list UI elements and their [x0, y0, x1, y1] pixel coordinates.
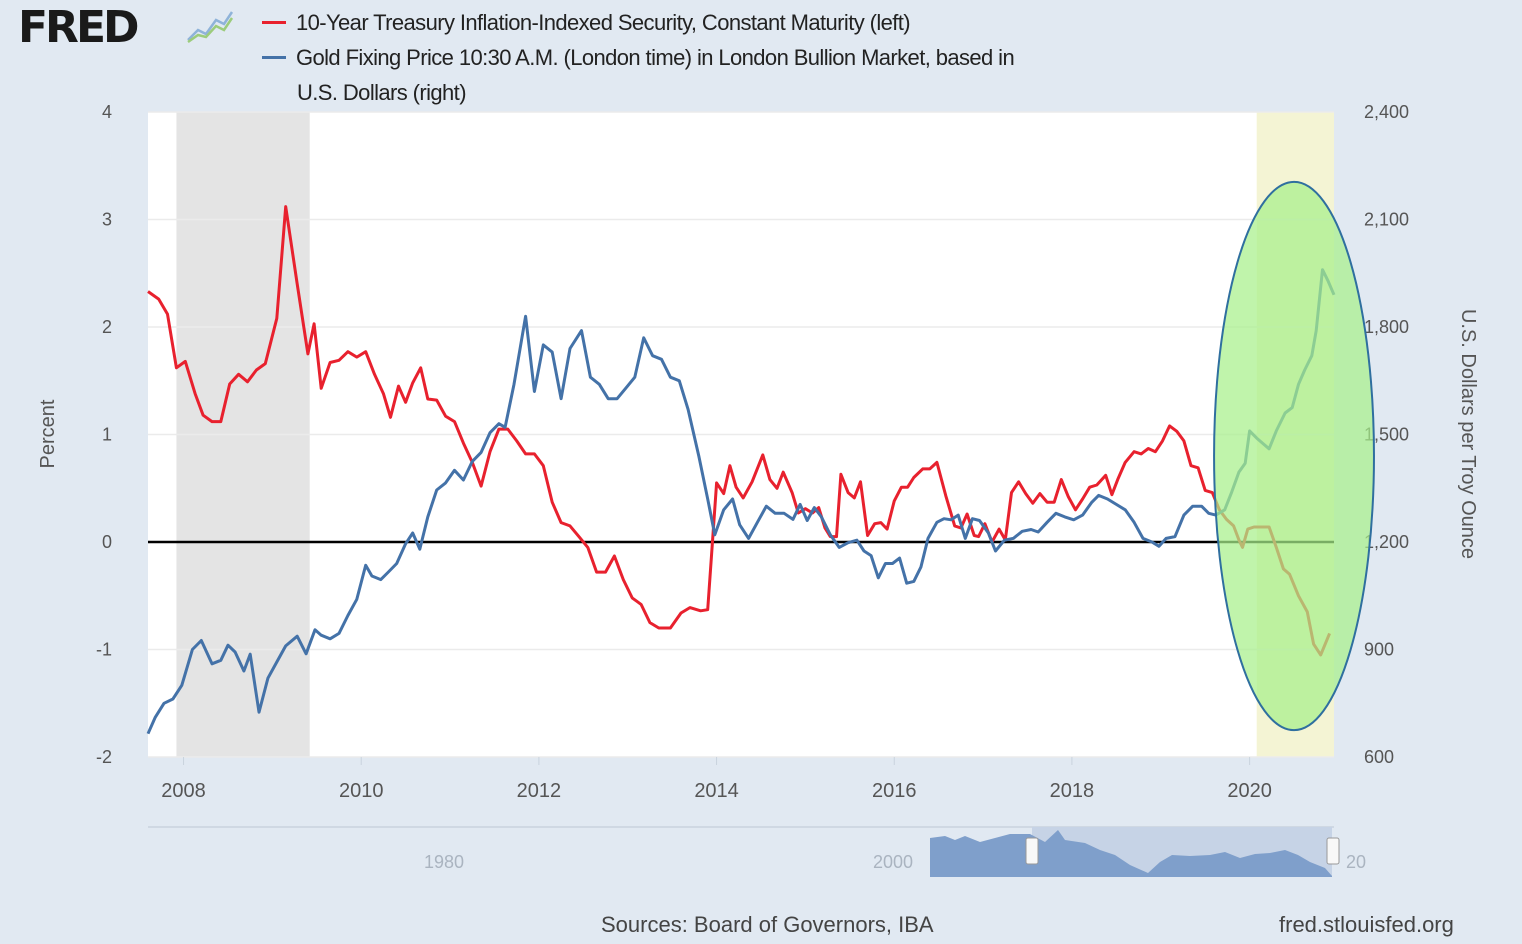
y-tick-label-left: -2 [96, 747, 112, 767]
navigator-label: 20 [1346, 852, 1366, 872]
y-tick-label-left: 3 [102, 210, 112, 230]
navigator-label: 1980 [424, 852, 464, 872]
legend-item-tips[interactable]: 10-Year Treasury Inflation-Indexed Secur… [262, 10, 911, 36]
x-tick-label: 2016 [872, 780, 917, 802]
legend-label-gold: Gold Fixing Price 10:30 A.M. (London tim… [296, 45, 1015, 70]
fred-logo[interactable]: FRED [18, 2, 140, 53]
legend-label-gold-cont: U.S. Dollars (right) [297, 80, 467, 105]
legend-item-gold[interactable]: Gold Fixing Price 10:30 A.M. (London tim… [262, 45, 1015, 71]
y-tick-label-right: 2,100 [1364, 210, 1409, 230]
navigator-right-handle[interactable] [1326, 837, 1340, 865]
x-tick-label: 2008 [161, 780, 206, 802]
y-tick-label-left: -1 [96, 640, 112, 660]
legend-label-tips: 10-Year Treasury Inflation-Indexed Secur… [296, 10, 911, 35]
y-tick-label-right: 600 [1364, 747, 1394, 767]
y-tick-label-right: 1,800 [1364, 317, 1409, 337]
x-tick-label: 2018 [1050, 780, 1095, 802]
y-tick-label-right: 1,500 [1364, 425, 1409, 445]
legend-swatch-tips [262, 20, 286, 24]
legend-swatch-gold [262, 55, 286, 59]
y-tick-label-left: 2 [102, 317, 112, 337]
x-tick-label: 2020 [1227, 780, 1272, 802]
x-tick-label: 2012 [517, 780, 562, 802]
y-tick-label-right: 900 [1364, 640, 1394, 660]
y-axis-title-right: U.S. Dollars per Troy Ounce [1457, 309, 1479, 559]
x-tick-label: 2014 [694, 780, 739, 802]
y-tick-label-left: 4 [102, 102, 112, 122]
navigator-left-handle[interactable] [1025, 837, 1039, 865]
y-tick-label-left: 1 [102, 425, 112, 445]
x-tick-label: 2010 [339, 780, 384, 802]
annotation-ellipse [1213, 180, 1375, 732]
y-tick-label-left: 0 [102, 532, 112, 552]
source-credit: Sources: Board of Governors, IBA [601, 912, 934, 937]
series-line-gold [146, 268, 1336, 735]
y-tick-label-right: 2,400 [1364, 102, 1409, 122]
series-line-tips [147, 205, 1331, 657]
site-link[interactable]: fred.stlouisfed.org [1279, 912, 1454, 937]
y-axis-title-left: Percent [37, 399, 59, 468]
navigator-label: 2000 [873, 852, 913, 872]
y-tick-label-right: 1,200 [1364, 532, 1409, 552]
line-chart-icon [187, 11, 234, 44]
